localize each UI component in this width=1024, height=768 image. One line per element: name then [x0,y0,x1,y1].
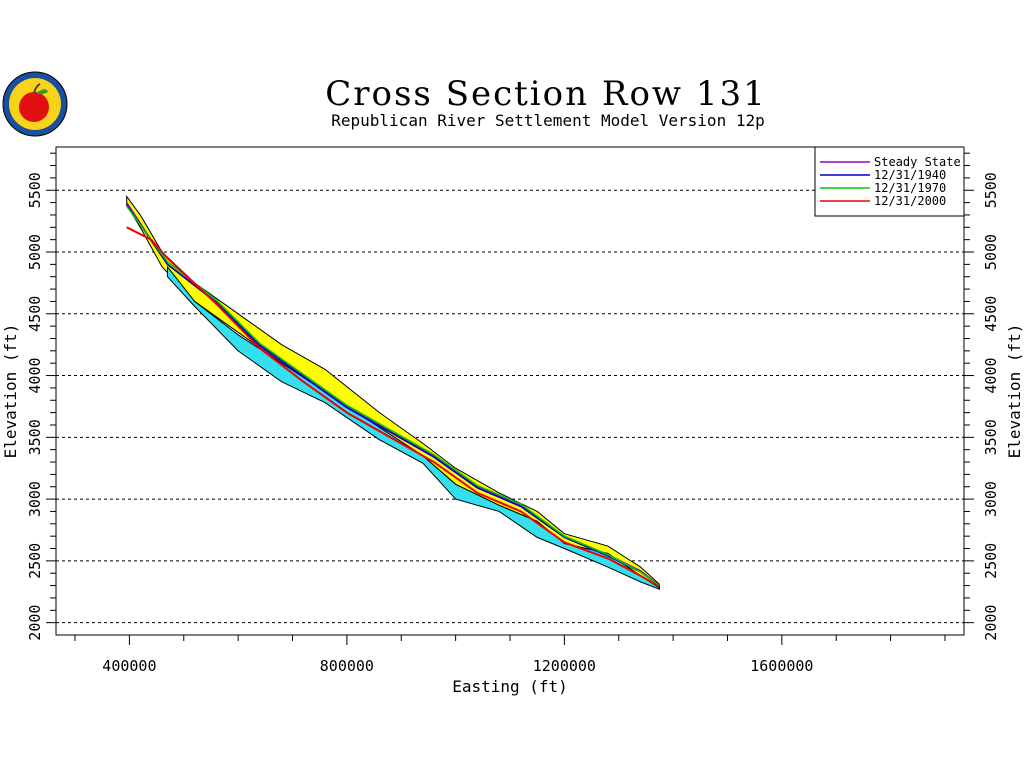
layer-band-1 [126,194,661,589]
y-tick-label-left: 5000 [26,234,44,270]
axis-ticks [46,152,974,645]
y-tick-label-left: 3500 [26,419,44,455]
x-tick-label: 800000 [320,657,374,675]
series-line-4 [126,226,661,588]
y-tick-label-right: 3000 [982,481,1000,517]
legend: Steady State12/31/194012/31/197012/31/20… [814,146,965,217]
y-axis-label-left: Elevation (ft) [1,324,20,459]
y-tick-label-left: 3000 [26,481,44,517]
head-series [126,202,661,588]
legend-label-2: 12/31/1940 [874,168,946,182]
legend-label-1: Steady State [874,155,961,169]
y-tick-label-right: 5500 [982,172,1000,208]
y-tick-label-right: 5000 [982,234,1000,270]
chart-title: Cross Section Row 131 [325,74,766,114]
y-tick-label-left: 2500 [26,543,44,579]
y-tick-label-right: 4500 [982,296,1000,332]
chart-subtitle: Republican River Settlement Model Versio… [331,111,764,130]
series-line-2 [126,204,660,587]
y-axis-label-right: Elevation (ft) [1005,324,1024,459]
x-axis-label: Easting (ft) [452,677,568,696]
y-tick-label-right: 2500 [982,543,1000,579]
y-tick-label-right: 2000 [982,605,1000,641]
y-tick-label-right: 3500 [982,419,1000,455]
y-tick-label-left: 2000 [26,605,44,641]
x-tick-label: 1600000 [750,657,813,675]
y-tick-label-left: 4000 [26,357,44,393]
legend-box [814,146,965,217]
x-tick-label: 1200000 [533,657,596,675]
plot-area [55,146,965,636]
aquifer-layers [126,194,661,591]
state-seal-logo [2,71,68,137]
tick-labels: 400000 800000 1200000 1600000 2000 2000 2500 25… [26,172,1000,675]
y-tick-label-left: 4500 [26,296,44,332]
legend-items: Steady State12/31/194012/31/197012/31/20… [820,155,961,208]
legend-label-4: 12/31/2000 [874,194,946,208]
series-line-3 [126,205,660,587]
y-tick-label-left: 5500 [26,172,44,208]
x-tick-label: 400000 [102,657,156,675]
y-tick-label-right: 4000 [982,357,1000,393]
legend-label-3: 12/31/1970 [874,181,946,195]
gridlines [56,189,964,624]
series-line-1 [126,202,660,587]
